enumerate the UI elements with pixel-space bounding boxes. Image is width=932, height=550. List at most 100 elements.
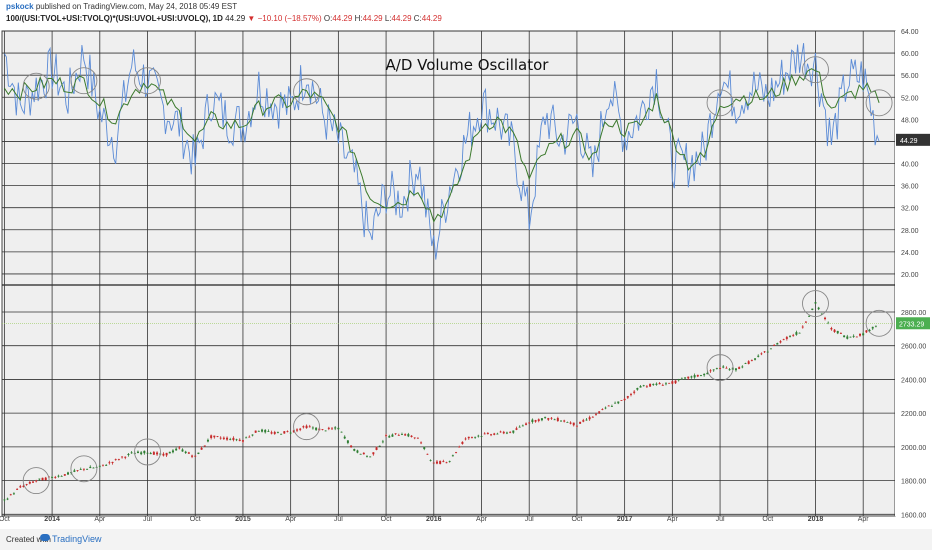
candle-body bbox=[569, 422, 572, 424]
price-ytick-label: 2000.00 bbox=[901, 445, 926, 452]
change-value: −10.10 (−18.57%) bbox=[257, 14, 322, 23]
price-annotation-circle bbox=[70, 455, 98, 483]
candle-body bbox=[467, 436, 470, 439]
candle-body bbox=[41, 477, 44, 481]
candle-body bbox=[789, 336, 792, 338]
x-axis-label: Jul bbox=[334, 516, 343, 523]
candle-body bbox=[684, 377, 687, 379]
candle-body bbox=[442, 461, 445, 463]
candle-body bbox=[369, 456, 372, 458]
candle-body bbox=[719, 368, 722, 369]
candle-body bbox=[19, 486, 22, 488]
candle-body bbox=[588, 417, 591, 420]
candle-body bbox=[820, 313, 823, 315]
candle-body bbox=[206, 439, 209, 442]
candle-body bbox=[470, 437, 473, 438]
candle-body bbox=[747, 361, 750, 364]
x-axis-label: Jul bbox=[525, 516, 534, 523]
candle-body bbox=[356, 450, 359, 453]
candle-body bbox=[245, 437, 248, 439]
candle-body bbox=[629, 394, 632, 395]
candle-body bbox=[779, 341, 782, 343]
candle-body bbox=[547, 418, 550, 420]
candle-body bbox=[645, 386, 648, 388]
candle-body bbox=[340, 431, 343, 433]
candle-body bbox=[9, 494, 12, 496]
price-ytick-label: 1800.00 bbox=[901, 479, 926, 486]
candle-body bbox=[222, 437, 225, 439]
price-annotation-circle bbox=[22, 467, 50, 495]
candle-body bbox=[795, 332, 798, 335]
candle-body bbox=[661, 385, 664, 386]
candle-body bbox=[833, 329, 836, 332]
candle-body bbox=[162, 453, 165, 456]
candle-body bbox=[270, 432, 273, 434]
price-ytick-label: 2200.00 bbox=[901, 411, 926, 418]
candle-body bbox=[178, 447, 181, 449]
candle-body bbox=[152, 452, 155, 455]
candle-body bbox=[754, 358, 757, 360]
candle-body bbox=[544, 416, 547, 418]
candle-body bbox=[830, 328, 833, 330]
candle-body bbox=[763, 351, 766, 353]
candle-body bbox=[435, 461, 438, 464]
candle-body bbox=[607, 405, 610, 407]
price-annotation-circle bbox=[706, 354, 734, 382]
candle-body bbox=[699, 375, 702, 377]
candle-body bbox=[540, 418, 543, 421]
osc-ytick-label: 36.00 bbox=[901, 184, 919, 191]
candle-body bbox=[493, 433, 496, 435]
candle-body bbox=[499, 431, 502, 433]
price-annotation-circle bbox=[134, 438, 161, 466]
candle-body bbox=[191, 455, 194, 457]
author-link[interactable]: pskock bbox=[6, 2, 34, 11]
candle-body bbox=[213, 435, 216, 438]
candle-body bbox=[219, 437, 222, 439]
candle-body bbox=[197, 452, 200, 454]
candle-body bbox=[534, 420, 537, 422]
candle-body bbox=[515, 428, 518, 430]
candle-body bbox=[671, 381, 674, 384]
candle-body bbox=[604, 407, 607, 409]
candle-body bbox=[859, 333, 862, 336]
candle-body bbox=[362, 452, 365, 455]
osc-ytick-label: 48.00 bbox=[901, 117, 919, 124]
candle-body bbox=[563, 420, 566, 422]
candle-body bbox=[585, 419, 588, 421]
candle-body bbox=[525, 423, 528, 425]
candle-body bbox=[296, 429, 299, 431]
candle-body bbox=[327, 427, 330, 429]
candle-body bbox=[267, 431, 270, 432]
candle-body bbox=[556, 418, 559, 421]
candle-body bbox=[674, 380, 677, 384]
tradingview-brand-link[interactable]: TradingView bbox=[52, 534, 102, 544]
candle-body bbox=[824, 317, 827, 320]
candle-body bbox=[432, 462, 435, 464]
candle-body bbox=[439, 461, 442, 464]
candle-body bbox=[400, 434, 403, 436]
price-scale-background bbox=[895, 31, 932, 516]
candle-body bbox=[187, 452, 190, 454]
candle-body bbox=[448, 461, 451, 462]
candle-body bbox=[509, 431, 512, 433]
candle-body bbox=[738, 367, 741, 369]
chart-canvas[interactable]: 20.0024.0028.0032.0036.0040.0044.0048.00… bbox=[0, 28, 932, 529]
candle-body bbox=[750, 360, 753, 361]
candle-body bbox=[610, 406, 613, 407]
osc-ytick-label: 60.00 bbox=[901, 51, 919, 58]
osc-ytick-label: 64.00 bbox=[901, 29, 919, 36]
candle-body bbox=[496, 433, 499, 435]
candle-body bbox=[143, 450, 146, 454]
candle-body bbox=[124, 456, 127, 458]
candle-body bbox=[168, 451, 171, 454]
candle-body bbox=[655, 383, 658, 385]
candle-body bbox=[381, 441, 384, 443]
candle-body bbox=[474, 436, 477, 438]
x-axis-label: Apr bbox=[858, 516, 870, 523]
candle-body bbox=[855, 336, 858, 338]
x-axis-label: Jul bbox=[143, 516, 152, 523]
candle-body bbox=[601, 409, 604, 411]
candle-body bbox=[836, 330, 839, 334]
candle-body bbox=[292, 430, 295, 433]
price-last-badge-label: 2733.29 bbox=[899, 321, 924, 328]
